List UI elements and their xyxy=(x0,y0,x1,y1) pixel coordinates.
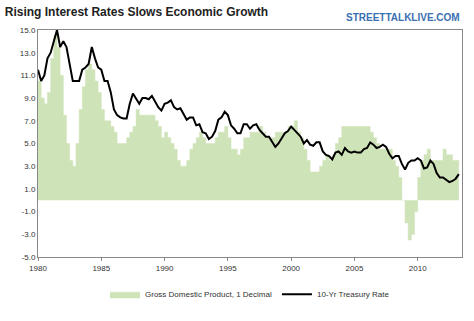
svg-text:9.0: 9.0 xyxy=(24,94,36,103)
svg-text:10-Yr Treasury Rate: 10-Yr Treasury Rate xyxy=(317,290,390,299)
svg-text:Gross Domestic Product, 1 Deci: Gross Domestic Product, 1 Decimal xyxy=(145,290,272,299)
svg-text:15.0: 15.0 xyxy=(20,26,36,35)
svg-text:11.0: 11.0 xyxy=(20,71,36,80)
svg-text:3.0: 3.0 xyxy=(24,162,36,171)
svg-text:1.0: 1.0 xyxy=(24,185,36,194)
svg-text:2000: 2000 xyxy=(282,264,300,273)
svg-text:1985: 1985 xyxy=(92,264,110,273)
svg-text:7.0: 7.0 xyxy=(24,117,36,126)
svg-text:-5.0: -5.0 xyxy=(22,253,36,262)
svg-text:5.0: 5.0 xyxy=(24,139,36,148)
svg-text:1990: 1990 xyxy=(156,264,174,273)
svg-text:-1.0: -1.0 xyxy=(22,207,36,216)
svg-text:2005: 2005 xyxy=(346,264,364,273)
svg-text:Rising Interest Rates Slows Ec: Rising Interest Rates Slows Economic Gro… xyxy=(5,5,268,19)
svg-text:STREETTALKLIVE.COM: STREETTALKLIVE.COM xyxy=(346,12,460,23)
svg-text:2010: 2010 xyxy=(409,264,427,273)
svg-text:1995: 1995 xyxy=(219,264,237,273)
svg-text:-3.0: -3.0 xyxy=(22,230,36,239)
svg-text:13.0: 13.0 xyxy=(20,49,36,58)
svg-text:1980: 1980 xyxy=(29,264,47,273)
